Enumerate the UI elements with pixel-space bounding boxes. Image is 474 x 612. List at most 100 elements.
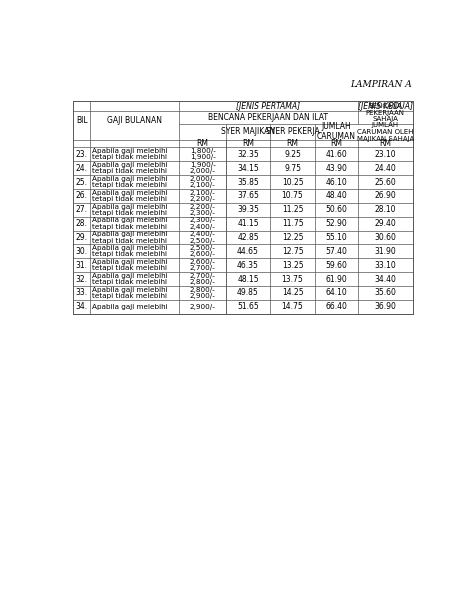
Text: Apabila gaji melebihi: Apabila gaji melebihi xyxy=(92,286,167,293)
Text: 2,100/-: 2,100/- xyxy=(190,182,216,188)
Text: BIL: BIL xyxy=(76,116,88,125)
Text: 2,600/-: 2,600/- xyxy=(190,252,216,258)
Text: 29.: 29. xyxy=(76,233,88,242)
Text: 2,300/-: 2,300/- xyxy=(190,210,216,216)
Text: Apabila gaji melebihi: Apabila gaji melebihi xyxy=(92,273,167,279)
Text: 24.40: 24.40 xyxy=(374,163,396,173)
Text: tetapi tidak melebihi: tetapi tidak melebihi xyxy=(92,168,167,174)
Text: 32.: 32. xyxy=(76,275,88,283)
Text: 34.40: 34.40 xyxy=(374,275,396,283)
Text: 39.35: 39.35 xyxy=(237,205,259,214)
Text: 2,500/-: 2,500/- xyxy=(190,245,216,251)
Text: Apabila gaji melebihi: Apabila gaji melebihi xyxy=(92,231,167,237)
Text: 10.25: 10.25 xyxy=(282,177,303,187)
Text: JUMLAH
CARUMAN: JUMLAH CARUMAN xyxy=(317,122,356,141)
Text: 9.75: 9.75 xyxy=(284,163,301,173)
Text: RM: RM xyxy=(286,139,299,148)
Text: 61.90: 61.90 xyxy=(326,275,347,283)
Text: 66.40: 66.40 xyxy=(325,302,347,312)
Text: tetapi tidak melebihi: tetapi tidak melebihi xyxy=(92,182,167,188)
Text: 36.90: 36.90 xyxy=(374,302,396,312)
Text: BENCANA
PEKERJAAN
SAHAJA: BENCANA PEKERJAAN SAHAJA xyxy=(365,103,405,122)
Text: 41.15: 41.15 xyxy=(237,219,259,228)
Text: 44.65: 44.65 xyxy=(237,247,259,256)
Text: 23.10: 23.10 xyxy=(374,150,396,159)
Text: 2,700/-: 2,700/- xyxy=(190,273,216,279)
Text: BENCANA PEKERJAAN DAN ILAT: BENCANA PEKERJAAN DAN ILAT xyxy=(209,113,328,122)
Text: Apabila gaji melebihi: Apabila gaji melebihi xyxy=(92,148,167,154)
Text: 32.35: 32.35 xyxy=(237,150,259,159)
Text: 31.90: 31.90 xyxy=(374,247,396,256)
Text: 12.25: 12.25 xyxy=(282,233,303,242)
Text: 2,400/-: 2,400/- xyxy=(190,231,216,237)
Text: Apabila gaji melebihi: Apabila gaji melebihi xyxy=(92,259,167,265)
Text: 30.: 30. xyxy=(76,247,88,256)
Text: 14.75: 14.75 xyxy=(282,302,303,312)
Text: 33.: 33. xyxy=(76,288,88,297)
Text: 13.75: 13.75 xyxy=(282,275,303,283)
Text: 24.: 24. xyxy=(76,163,88,173)
Text: RM: RM xyxy=(379,139,391,148)
Text: 1,900/-: 1,900/- xyxy=(190,154,216,160)
Text: 1,800/-: 1,800/- xyxy=(190,148,216,154)
Text: 2,500/-: 2,500/- xyxy=(190,237,216,244)
Text: 28.10: 28.10 xyxy=(374,205,396,214)
Text: 35.85: 35.85 xyxy=(237,177,259,187)
Text: tetapi tidak melebihi: tetapi tidak melebihi xyxy=(92,293,167,299)
Text: 27.: 27. xyxy=(76,205,88,214)
Text: Apabila gaji melebihi: Apabila gaji melebihi xyxy=(92,176,167,182)
Text: tetapi tidak melebihi: tetapi tidak melebihi xyxy=(92,237,167,244)
Text: Apabila gaji melebihi: Apabila gaji melebihi xyxy=(92,304,167,310)
Text: 9.25: 9.25 xyxy=(284,150,301,159)
Text: 2,900/-: 2,900/- xyxy=(190,304,216,310)
Text: 48.40: 48.40 xyxy=(326,192,347,200)
Text: 31.: 31. xyxy=(76,261,88,270)
Text: 43.90: 43.90 xyxy=(325,163,347,173)
Text: 26.: 26. xyxy=(76,192,88,200)
Text: 64.10: 64.10 xyxy=(326,288,347,297)
Text: 2,000/-: 2,000/- xyxy=(190,176,216,182)
Text: 23.: 23. xyxy=(76,150,88,159)
Text: RM: RM xyxy=(242,139,254,148)
Text: 2,900/-: 2,900/- xyxy=(190,293,216,299)
Text: [JENIS PERTAMA]: [JENIS PERTAMA] xyxy=(237,102,301,111)
Text: [JENIS KEDUA]: [JENIS KEDUA] xyxy=(358,102,413,111)
Text: 42.85: 42.85 xyxy=(237,233,259,242)
Text: 55.10: 55.10 xyxy=(326,233,347,242)
Text: tetapi tidak melebihi: tetapi tidak melebihi xyxy=(92,196,167,202)
Text: RM: RM xyxy=(197,139,209,148)
Text: tetapi tidak melebihi: tetapi tidak melebihi xyxy=(92,154,167,160)
Text: 46.10: 46.10 xyxy=(326,177,347,187)
Text: 46.35: 46.35 xyxy=(237,261,259,270)
Text: 33.10: 33.10 xyxy=(374,261,396,270)
Text: RM: RM xyxy=(330,139,342,148)
Text: 2,700/-: 2,700/- xyxy=(190,266,216,271)
Text: 14.25: 14.25 xyxy=(282,288,303,297)
Text: 1,900/-: 1,900/- xyxy=(190,162,216,168)
Text: SYER PEKERJA: SYER PEKERJA xyxy=(265,127,319,136)
Text: 34.15: 34.15 xyxy=(237,163,259,173)
Text: 2,200/-: 2,200/- xyxy=(190,204,216,209)
Text: 30.60: 30.60 xyxy=(374,233,396,242)
Text: 29.40: 29.40 xyxy=(374,219,396,228)
Text: 2,600/-: 2,600/- xyxy=(190,259,216,265)
Text: 35.60: 35.60 xyxy=(374,288,396,297)
Text: 41.60: 41.60 xyxy=(326,150,347,159)
Text: 2,200/-: 2,200/- xyxy=(190,196,216,202)
Text: tetapi tidak melebihi: tetapi tidak melebihi xyxy=(92,279,167,285)
Text: 2,100/-: 2,100/- xyxy=(190,190,216,196)
Text: 11.25: 11.25 xyxy=(282,205,303,214)
Text: 12.75: 12.75 xyxy=(282,247,303,256)
Text: 50.60: 50.60 xyxy=(325,205,347,214)
Text: LAMPIRAN A: LAMPIRAN A xyxy=(350,80,412,89)
Text: 57.40: 57.40 xyxy=(325,247,347,256)
Text: tetapi tidak melebihi: tetapi tidak melebihi xyxy=(92,224,167,230)
Text: GAJI BULANAN: GAJI BULANAN xyxy=(107,116,162,125)
Text: 2,800/-: 2,800/- xyxy=(190,279,216,285)
Text: 2,000/-: 2,000/- xyxy=(190,168,216,174)
Text: 34.: 34. xyxy=(76,302,88,312)
Text: 2,800/-: 2,800/- xyxy=(190,286,216,293)
Text: 26.90: 26.90 xyxy=(374,192,396,200)
Text: Apabila gaji melebihi: Apabila gaji melebihi xyxy=(92,190,167,196)
Text: tetapi tidak melebihi: tetapi tidak melebihi xyxy=(92,266,167,271)
